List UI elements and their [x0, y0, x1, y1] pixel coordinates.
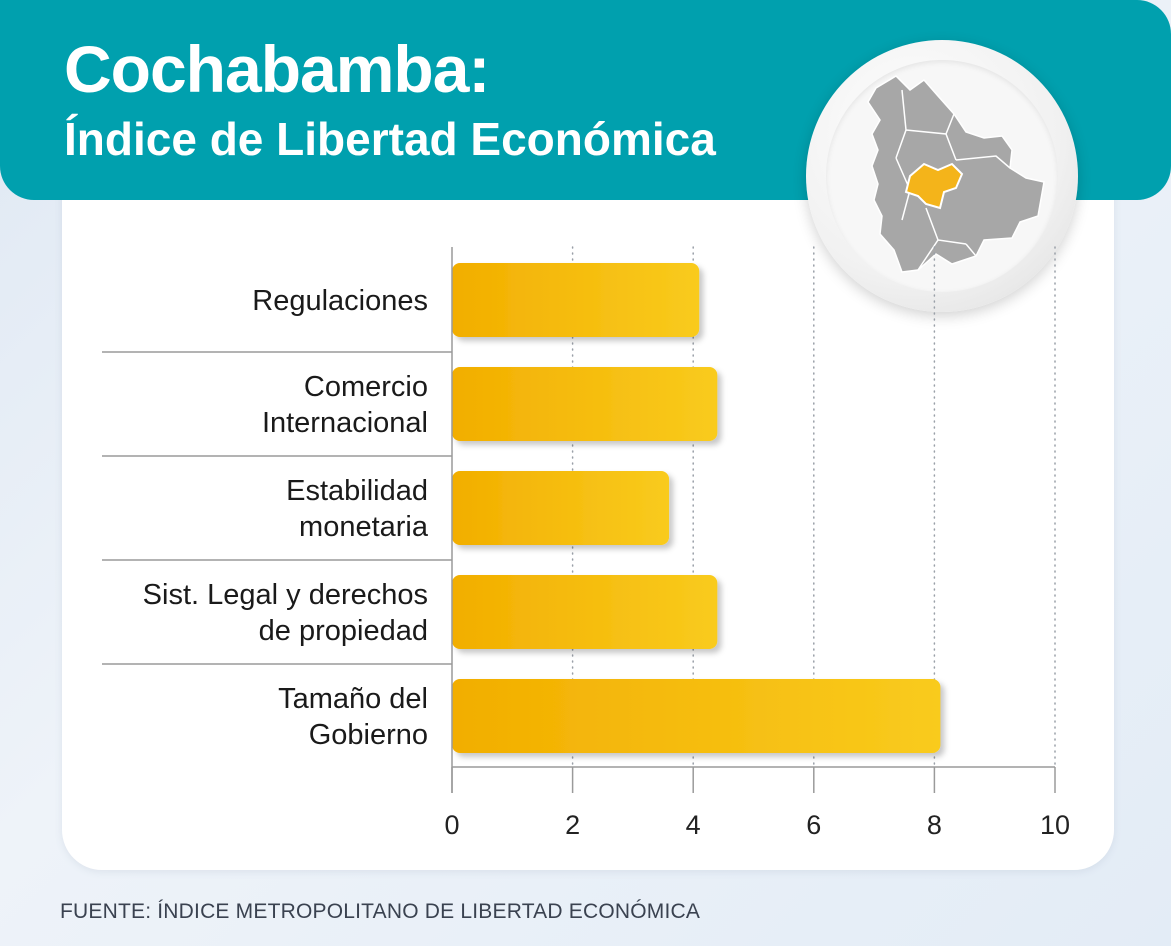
x-tick-label: 8 — [927, 810, 942, 840]
x-tick-label: 10 — [1040, 810, 1070, 840]
bar — [452, 263, 700, 337]
category-label: Estabilidad — [286, 475, 428, 507]
category-label: Tamaño del — [278, 683, 428, 715]
map-department-borders — [895, 89, 1011, 271]
bar — [452, 679, 941, 753]
category-separators — [102, 351, 452, 665]
bars — [452, 263, 941, 753]
x-tick-label: 4 — [686, 810, 701, 840]
bar — [452, 575, 718, 649]
category-label: Comercio — [304, 371, 428, 403]
category-labels: Regulaciones Comercio Internacional Estabil… — [143, 285, 429, 751]
category-label: Regulaciones — [252, 285, 428, 317]
category-label: monetaria — [299, 511, 429, 543]
map-badge — [806, 40, 1078, 312]
bolivia-map-icon — [867, 75, 1045, 273]
x-tick-label: 0 — [444, 810, 459, 840]
category-label: Gobierno — [309, 719, 428, 751]
page-title: Cochabamba: — [64, 32, 490, 106]
page-subtitle: Índice de Libertad Económica — [64, 113, 716, 165]
x-tick-label: 2 — [565, 810, 580, 840]
category-label: de propiedad — [259, 615, 428, 647]
category-label: Internacional — [262, 407, 428, 439]
x-tick-label: 6 — [806, 810, 821, 840]
cochabamba-region — [904, 162, 964, 210]
category-label: Sist. Legal y derechos — [143, 579, 428, 611]
x-axis: 0 2 4 6 8 10 — [444, 247, 1070, 840]
bar — [452, 367, 718, 441]
source-note: FUENTE: ÍNDICE METROPOLITANO DE LIBERTAD… — [60, 900, 701, 923]
bar — [452, 471, 670, 545]
